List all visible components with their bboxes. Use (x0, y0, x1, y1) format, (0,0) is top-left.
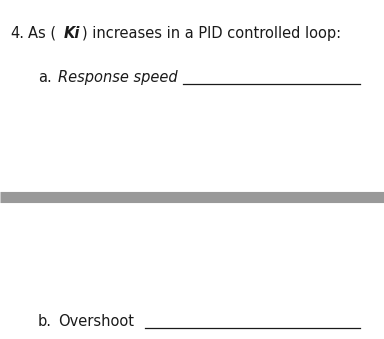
Text: ) increases in a PID controlled loop:: ) increases in a PID controlled loop: (82, 26, 341, 41)
Text: As (: As ( (28, 26, 56, 41)
Text: 4.: 4. (10, 26, 24, 41)
Text: Response speed: Response speed (58, 70, 178, 85)
Text: b.: b. (38, 314, 52, 329)
Text: Overshoot: Overshoot (58, 314, 134, 329)
Text: Ki: Ki (64, 26, 80, 41)
Text: a.: a. (38, 70, 52, 85)
